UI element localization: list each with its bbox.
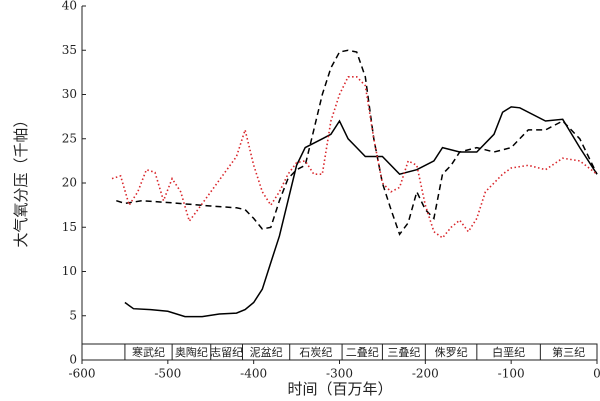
period-label: 泥盆纪: [250, 345, 283, 359]
x-tick-label: 0: [593, 367, 600, 381]
y-tick-label: 40: [62, 0, 77, 13]
y-tick-label: 30: [62, 87, 77, 101]
x-tick-label: -300: [326, 367, 353, 381]
line-series: [124, 106, 598, 318]
period-label: 第三纪: [552, 345, 585, 359]
line-series: [116, 49, 598, 236]
x-tick-label: -400: [240, 367, 267, 381]
line-series: [111, 76, 598, 239]
y-tick-label: 35: [62, 43, 77, 57]
y-tick-label: 5: [69, 308, 77, 322]
period-label: 侏罗纪: [435, 346, 468, 359]
period-label: 二叠纪: [346, 346, 379, 359]
period-label: 寒武纪: [132, 345, 165, 359]
period-label: 志留纪: [210, 346, 243, 359]
x-tick-label: -500: [154, 367, 181, 381]
y-tick-label: 10: [62, 264, 77, 278]
x-tick-label: -600: [69, 367, 96, 381]
period-label: 石炭纪: [299, 346, 332, 359]
y-tick-label: 25: [62, 131, 77, 145]
y-tick-label: 15: [62, 220, 77, 234]
period-label: 三叠纪: [387, 346, 420, 359]
y-axis-label: 大气氧分压（千帕）: [12, 112, 30, 247]
period-label: 白垩纪: [492, 345, 525, 359]
x-axis-label: 时间（百万年）: [287, 380, 392, 398]
x-tick-label: -100: [498, 367, 525, 381]
period-label: 奥陶纪: [175, 345, 208, 359]
x-tick-label: -200: [412, 367, 439, 381]
y-tick-label: 0: [69, 353, 77, 367]
y-tick-label: 20: [62, 176, 77, 190]
